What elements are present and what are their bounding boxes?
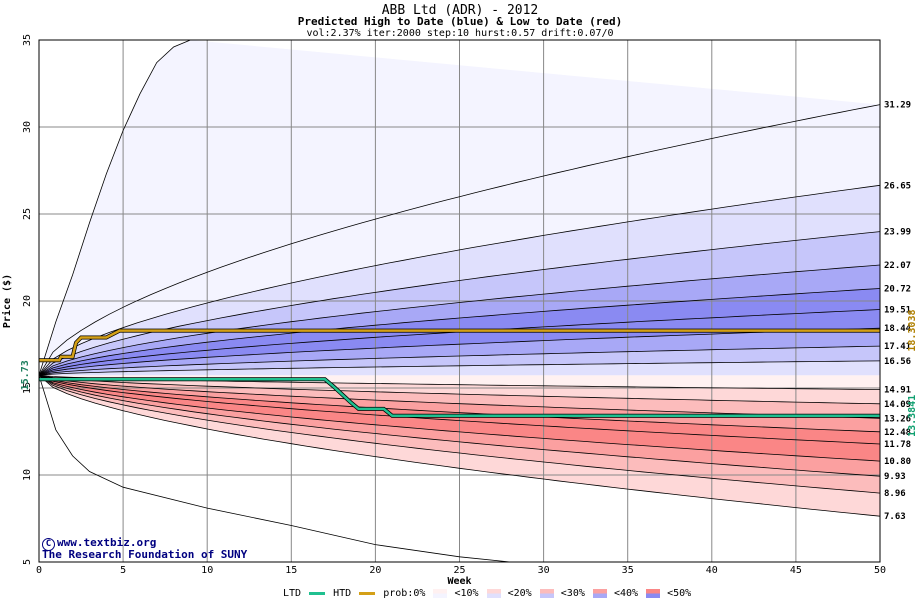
legend-htd-label: HTD xyxy=(333,588,352,599)
end-label: 23.99 xyxy=(884,228,911,238)
quantile-line-13 xyxy=(38,374,881,445)
chart-title: ABB Ltd (ADR) - 2012 xyxy=(381,3,539,18)
ltd-last-label: 13.3841 xyxy=(907,395,918,437)
legend-htd-swatch xyxy=(359,592,376,595)
legend-level-50: <50% xyxy=(667,588,692,599)
legend-swatch-10 xyxy=(433,589,448,598)
end-label: 31.29 xyxy=(884,101,911,111)
end-label: 20.72 xyxy=(884,284,911,294)
y-tick-label: 15 xyxy=(22,382,33,394)
end-label: 22.07 xyxy=(884,261,911,271)
legend: LTD HTD prob:0% <10% <20% <30% <40% <50% xyxy=(283,588,691,600)
x-tick-label: 15 xyxy=(285,565,297,576)
band-high-fill-2 xyxy=(39,231,880,376)
legend-swatch-20 xyxy=(486,589,501,598)
x-tick-label: 20 xyxy=(369,565,381,576)
quantile-line-7 xyxy=(38,345,881,376)
end-label: 18.44 xyxy=(884,324,912,334)
x-tick-label: 40 xyxy=(706,565,718,576)
quantile-line-1 xyxy=(38,184,881,376)
legend-ltd-swatch xyxy=(309,592,326,595)
quantile-line-6 xyxy=(38,327,881,376)
end-label: 9.93 xyxy=(884,472,906,482)
x-tick-label: 25 xyxy=(453,565,465,576)
axes xyxy=(38,39,881,563)
plot-frame xyxy=(38,39,881,563)
quantile-line-4 xyxy=(38,288,881,376)
credit-website-text: www.textbiz.org xyxy=(57,536,157,549)
y-tick-label: 20 xyxy=(22,295,33,307)
chart-labels: 0 5 10 15 20 25 30 35 40 45 505101520253035WeekPri… xyxy=(1,34,918,587)
quantile-line-12 xyxy=(38,374,881,433)
legend-swatch-30 xyxy=(539,589,554,598)
quantile-line-17 xyxy=(38,374,881,517)
x-tick-label: 45 xyxy=(790,565,802,576)
legend-ltd-label: LTD xyxy=(283,588,302,599)
legend-level-40: <40% xyxy=(613,588,639,599)
legend-swatch-50 xyxy=(646,589,661,598)
x-tick-label: 35 xyxy=(622,565,634,576)
quantile-line-2 xyxy=(38,231,881,376)
band-high-top xyxy=(39,40,880,376)
x-tick-label: 50 xyxy=(874,565,886,576)
end-label: 19.51 xyxy=(884,306,911,316)
legend-prob-label: prob:0% xyxy=(383,588,426,599)
copyright-icon: C xyxy=(42,538,55,551)
quantile-line-14 xyxy=(38,374,881,462)
y-tick-label: 10 xyxy=(22,469,33,481)
y-axis-label: Price ($) xyxy=(1,274,13,328)
x-tick-label: 0 xyxy=(36,565,42,576)
legend-level-20: <20% xyxy=(507,588,532,599)
end-label: 26.65 xyxy=(884,181,911,191)
ltd_series-line xyxy=(39,378,880,418)
start-price-label: 15.73 xyxy=(20,360,31,390)
legend-swatch-40 xyxy=(592,589,607,598)
end-label: 14.91 xyxy=(884,386,911,396)
end-label: 13.26 xyxy=(884,414,911,424)
outer-high-line xyxy=(38,39,191,376)
end-label: 16.56 xyxy=(884,357,911,367)
end-label: 10.80 xyxy=(884,457,911,467)
quantile-line-8 xyxy=(38,360,881,376)
quantile-line-0 xyxy=(38,104,881,376)
x-tick-label: 10 xyxy=(201,565,213,576)
htd-last-label: 18.3038 xyxy=(907,310,918,352)
end-label: 8.96 xyxy=(884,489,906,499)
band-high-fill-3 xyxy=(39,265,880,376)
y-tick-label: 5 xyxy=(22,559,33,565)
x-tick-label: 30 xyxy=(538,565,550,576)
quantile-line-10 xyxy=(38,374,881,405)
x-axis-label: Week xyxy=(447,576,471,587)
y-tick-label: 30 xyxy=(22,121,33,133)
legend-level-30: <30% xyxy=(560,588,585,599)
chart-subtitle: Predicted High to Date (blue) & Low to D… xyxy=(297,15,623,28)
y-tick-label: 35 xyxy=(22,34,33,46)
end-label: 11.78 xyxy=(884,440,911,450)
simulation-parameters: vol:2.37% iter:2000 step:10 hurst:0.57 d… xyxy=(306,28,614,39)
quantile-line-3 xyxy=(38,264,881,376)
end-label: 14.09 xyxy=(884,400,911,410)
end-label: 7.63 xyxy=(884,512,906,522)
quantile-line-15 xyxy=(38,374,881,477)
x-tick-label: 5 xyxy=(120,565,126,576)
price-series xyxy=(39,328,880,418)
htd_series-line xyxy=(39,329,880,362)
end-label: 12.48 xyxy=(884,428,911,438)
legend-level-10: <10% xyxy=(454,588,479,599)
quantile-line-16 xyxy=(38,374,881,494)
y-tick-label: 25 xyxy=(22,208,33,220)
credit-organization: The Research Foundation of SUNY xyxy=(42,548,248,561)
end-label: 17.41 xyxy=(884,342,911,352)
outer-low-line xyxy=(38,375,511,563)
